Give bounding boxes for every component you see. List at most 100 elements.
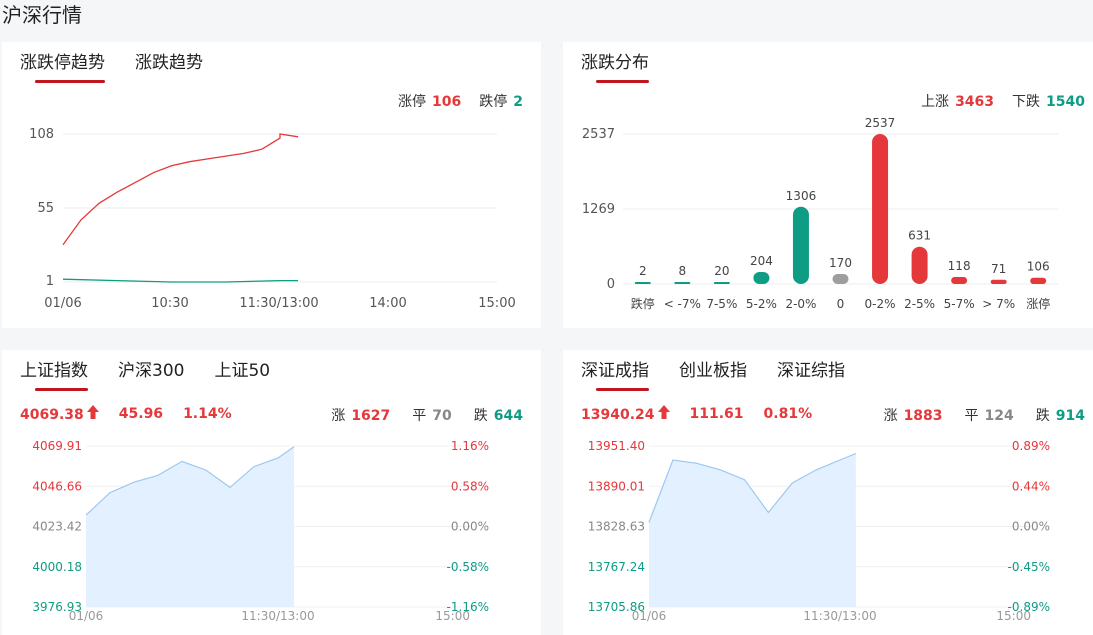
bar[interactable] xyxy=(753,271,770,284)
price-area xyxy=(86,446,294,607)
limit-stats: 涨停 106 跌停 2 xyxy=(398,91,523,111)
sh-index-quote: 4069.38 45.96 1.14% xyxy=(20,405,232,423)
x-tick-label: 14:00 xyxy=(369,296,406,311)
flat-value: 70 xyxy=(432,408,452,424)
x-tick-label: 10:30 xyxy=(151,296,188,311)
bar-value-label: 1306 xyxy=(786,189,817,203)
bar-value-label: 170 xyxy=(829,256,852,270)
flat-label: 平 xyxy=(964,408,979,424)
tab-csi300[interactable]: 沪深300 xyxy=(118,361,185,381)
down-value: 644 xyxy=(493,408,523,424)
x-tick-label: 11:30/13:00 xyxy=(239,296,318,311)
distribution-tabs: 涨跌分布 xyxy=(581,52,649,83)
bar[interactable] xyxy=(872,134,889,284)
tab-chinext[interactable]: 创业板指 xyxy=(679,361,747,381)
y-tick-label: 13828.63 xyxy=(588,520,645,534)
y-pct-label: -0.89% xyxy=(1008,600,1050,614)
tab-szse-composite[interactable]: 深证综指 xyxy=(777,361,845,381)
limit-up-value: 106 xyxy=(432,94,462,110)
bar-value-label: 8 xyxy=(678,264,686,278)
series-line xyxy=(62,133,299,246)
limit-down-value: 2 xyxy=(513,94,523,110)
y-tick-label: 108 xyxy=(29,127,54,142)
sh-breadth-stats: 涨 1627 平 70 跌 644 xyxy=(331,405,523,425)
bar[interactable] xyxy=(792,206,809,284)
arrow-up-icon xyxy=(657,405,670,423)
up-label: 涨 xyxy=(883,408,898,424)
y-tick-label: 0 xyxy=(607,277,615,292)
bar-value-label: 106 xyxy=(1027,260,1050,274)
x-tick-label: 11:30/13:00 xyxy=(241,609,314,623)
down-value: 914 xyxy=(1055,408,1085,424)
limit-trend-tabs: 涨跌停趋势 涨跌趋势 xyxy=(20,52,203,83)
arrow-up-icon xyxy=(86,405,99,423)
limit-trend-card: 涨跌停趋势 涨跌趋势 涨停 106 跌停 2 108 55 1 01/06 10:3… xyxy=(2,42,541,328)
bar[interactable] xyxy=(674,282,691,284)
category-label: 0 xyxy=(837,297,845,311)
y-tick-label: 4046.66 xyxy=(32,479,82,493)
index-price: 4069.38 xyxy=(20,407,84,423)
down-label: 跌 xyxy=(473,408,488,424)
tab-sse-composite[interactable]: 上证指数 xyxy=(20,360,88,391)
y-tick-label: 3976.93 xyxy=(32,600,82,614)
bar[interactable] xyxy=(634,282,651,284)
bar[interactable] xyxy=(713,282,730,284)
index-change: 45.96 xyxy=(118,406,164,422)
x-tick-label: 15:00 xyxy=(478,296,515,311)
category-label: 2-5% xyxy=(904,297,935,311)
series-line xyxy=(62,278,299,283)
bar-value-label: 2537 xyxy=(865,116,896,130)
index-change-pct: 1.14% xyxy=(183,406,232,422)
x-tick-label: 11:30/13:00 xyxy=(803,609,876,623)
bar-value-label: 204 xyxy=(750,254,773,268)
bar[interactable] xyxy=(911,246,928,284)
limit-trend-chart: 108 55 1 01/06 10:30 11:30/13:00 14:00 1… xyxy=(29,127,516,311)
sh-index-tabs: 上证指数 沪深300 上证50 xyxy=(20,360,271,391)
index-price: 13940.24 xyxy=(581,407,655,423)
tab-distribution[interactable]: 涨跌分布 xyxy=(581,52,649,83)
category-label: 5-2% xyxy=(746,297,777,311)
tab-szse-component[interactable]: 深证成指 xyxy=(581,360,649,391)
y-tick-label: 13705.86 xyxy=(588,600,645,614)
y-pct-label: 1.16% xyxy=(451,439,489,453)
category-label: 跌停 xyxy=(631,296,655,311)
y-pct-label: 0.00% xyxy=(1012,520,1050,534)
up-label: 涨 xyxy=(331,408,346,424)
bar[interactable] xyxy=(990,279,1007,284)
y-pct-label: -0.45% xyxy=(1008,560,1050,574)
x-tick-label: 01/06 xyxy=(44,296,81,311)
up-count-label: 上涨 xyxy=(921,94,950,110)
category-label: 0-2% xyxy=(865,297,896,311)
down-count-value: 1540 xyxy=(1046,94,1085,110)
bar[interactable] xyxy=(951,277,968,284)
y-tick-label: 4069.91 xyxy=(32,439,82,453)
y-tick-label: 13767.24 xyxy=(588,560,645,574)
y-pct-label: 0.00% xyxy=(451,520,489,534)
y-pct-label: -0.58% xyxy=(447,560,489,574)
y-pct-label: 0.89% xyxy=(1012,439,1050,453)
bar-value-label: 118 xyxy=(948,259,971,273)
x-tick-label: 15:00 xyxy=(996,609,1031,623)
up-count-value: 3463 xyxy=(955,94,995,110)
sh-index-chart: 4069.91 1.16% 4046.66 0.58% 4023.42 0.00% 4000… xyxy=(32,439,489,623)
flat-value: 124 xyxy=(984,408,1014,424)
bar[interactable] xyxy=(832,273,849,284)
tab-sse50[interactable]: 上证50 xyxy=(214,361,271,381)
tab-limit-trend[interactable]: 涨跌停趋势 xyxy=(20,52,105,83)
category-label: 涨停 xyxy=(1026,296,1050,311)
down-label: 跌 xyxy=(1035,408,1050,424)
tab-updown-trend[interactable]: 涨跌趋势 xyxy=(135,53,203,73)
up-value: 1883 xyxy=(903,408,943,424)
bar-value-label: 2 xyxy=(639,264,647,278)
y-pct-label: -1.16% xyxy=(447,600,489,614)
bar[interactable] xyxy=(1030,277,1047,284)
index-change-pct: 0.81% xyxy=(763,406,813,422)
distribution-stats: 上涨 3463 下跌 1540 xyxy=(921,91,1085,111)
limit-up-label: 涨停 xyxy=(398,94,427,110)
x-tick-label: 15:00 xyxy=(435,609,470,623)
sz-breadth-stats: 涨 1883 平 124 跌 914 xyxy=(884,405,1085,425)
sz-index-tabs: 深证成指 创业板指 深证综指 xyxy=(581,360,845,391)
index-change: 111.61 xyxy=(689,406,744,422)
y-tick-label: 1 xyxy=(46,274,54,289)
price-line xyxy=(648,452,857,523)
